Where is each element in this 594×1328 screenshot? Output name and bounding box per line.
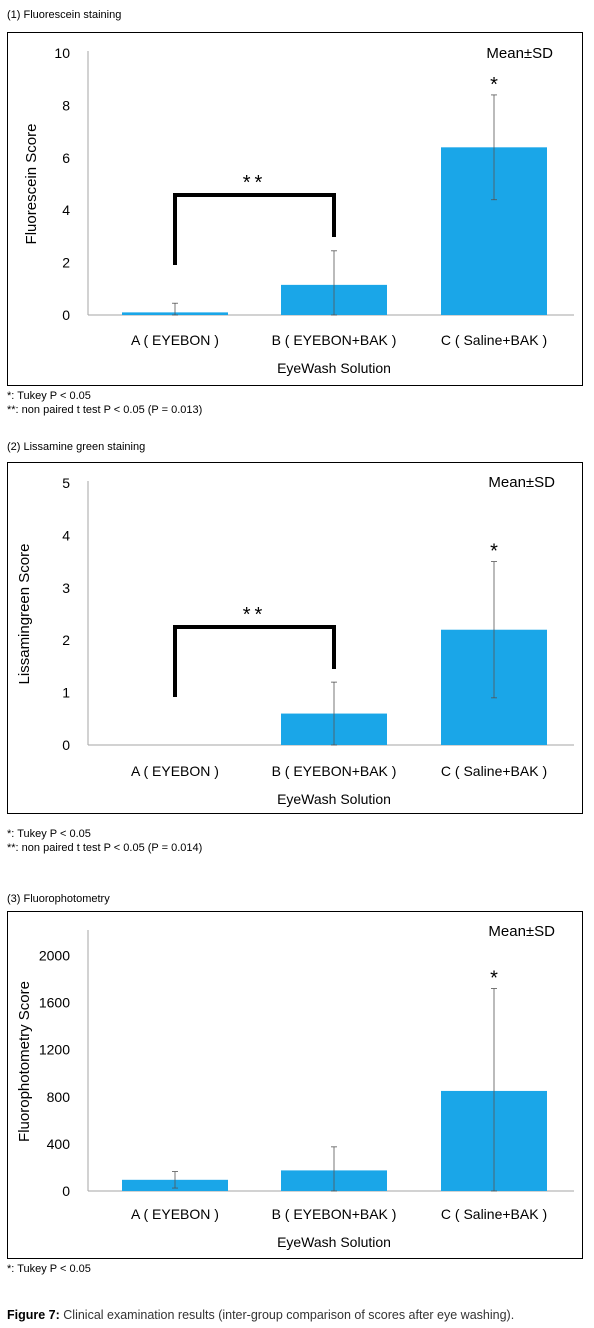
y-tick-label: 1 [62, 685, 70, 701]
chart-1-footnote-2: **: non paired t test P < 0.05 (P = 0.01… [7, 404, 203, 416]
x-category-label: A ( EYEBON ) [131, 332, 219, 348]
fluorophotometry-chart: 0 400 800 1200 1600 2000 A ( EYEBON ) B ( EYEBO… [16, 923, 574, 1250]
y-axis-title: Fluorophotometry Score [16, 981, 33, 1142]
panel-2-title: (2) Lissamine green staining [7, 441, 146, 453]
y-tick-label: 3 [62, 580, 70, 596]
legend-note: Mean±SD [486, 45, 553, 62]
significance-bracket [173, 625, 336, 697]
x-category-label: A ( EYEBON ) [131, 763, 219, 779]
y-tick-label: 4 [62, 202, 70, 218]
x-category-label: B ( EYEBON+BAK ) [272, 763, 397, 779]
chart-1-footnote-1: *: Tukey P < 0.05 [7, 390, 91, 402]
legend-note: Mean±SD [488, 474, 555, 491]
legend-note: Mean±SD [488, 923, 555, 940]
x-category-label: A ( EYEBON ) [131, 1206, 219, 1222]
y-axis-title: Fluorescein Score [23, 124, 40, 245]
y-tick-label: 2 [62, 255, 70, 271]
y-tick-label: 2 [62, 632, 70, 648]
y-tick-label: 2000 [39, 948, 70, 964]
chart-frame-3: 0 400 800 1200 1600 2000 A ( EYEBON ) B ( EYEBO… [7, 911, 583, 1259]
chart-3-footnote-1: *: Tukey P < 0.05 [7, 1263, 91, 1275]
significance-marker: * [490, 968, 498, 990]
x-axis-title: EyeWash Solution [277, 1234, 391, 1250]
y-tick-label: 0 [62, 737, 70, 753]
chart-2-footnote-2: **: non paired t test P < 0.05 (P = 0.01… [7, 842, 203, 854]
y-tick-label: 10 [54, 45, 70, 61]
x-axis-title: EyeWash Solution [277, 791, 391, 807]
x-category-label: C ( Saline+BAK ) [441, 332, 547, 348]
fluorescein-chart: 0 2 4 6 8 10 A ( EYEBON ) B ( EYEBON+BAK ) * C ( … [23, 45, 574, 376]
y-tick-label: 8 [62, 97, 70, 113]
x-category-label: B ( EYEBON+BAK ) [272, 1206, 397, 1222]
figure-caption: Figure 7: Clinical examination results (… [7, 1308, 514, 1322]
bracket-label: ** [243, 172, 267, 194]
y-tick-label: 0 [62, 307, 70, 323]
y-axis-title: Lissamingreen Score [16, 544, 33, 685]
y-tick-label: 400 [47, 1136, 71, 1152]
y-tick-label: 4 [62, 527, 70, 543]
y-tick-label: 800 [47, 1089, 71, 1105]
significance-marker: * [490, 541, 498, 563]
y-tick-label: 1200 [39, 1042, 70, 1058]
chart-frame-2: 0 1 2 3 4 5 A ( EYEBON ) B ( EYEBON+BAK ) * C ( S… [7, 462, 583, 814]
figure-caption-text: Clinical examination results (inter-grou… [59, 1308, 515, 1322]
x-axis-title: EyeWash Solution [277, 360, 391, 376]
bracket-label: ** [243, 604, 267, 626]
panel-3-title: (3) Fluorophotometry [7, 893, 110, 905]
significance-marker: * [490, 74, 498, 96]
x-category-label: C ( Saline+BAK ) [441, 1206, 547, 1222]
y-tick-label: 0 [62, 1183, 70, 1199]
chart-2-footnote-1: *: Tukey P < 0.05 [7, 828, 91, 840]
figure-label: Figure 7: [7, 1308, 60, 1322]
x-category-label: C ( Saline+BAK ) [441, 763, 547, 779]
y-tick-label: 5 [62, 475, 70, 491]
chart-frame-1: 0 2 4 6 8 10 A ( EYEBON ) B ( EYEBON+BAK ) * C ( … [7, 32, 583, 386]
y-tick-label: 1600 [39, 995, 70, 1011]
x-category-label: B ( EYEBON+BAK ) [272, 332, 397, 348]
significance-bracket [173, 193, 336, 265]
y-tick-label: 6 [62, 150, 70, 166]
lissamine-chart: 0 1 2 3 4 5 A ( EYEBON ) B ( EYEBON+BAK ) * C ( S… [16, 474, 574, 807]
panel-1-title: (1) Fluorescein staining [7, 9, 122, 21]
